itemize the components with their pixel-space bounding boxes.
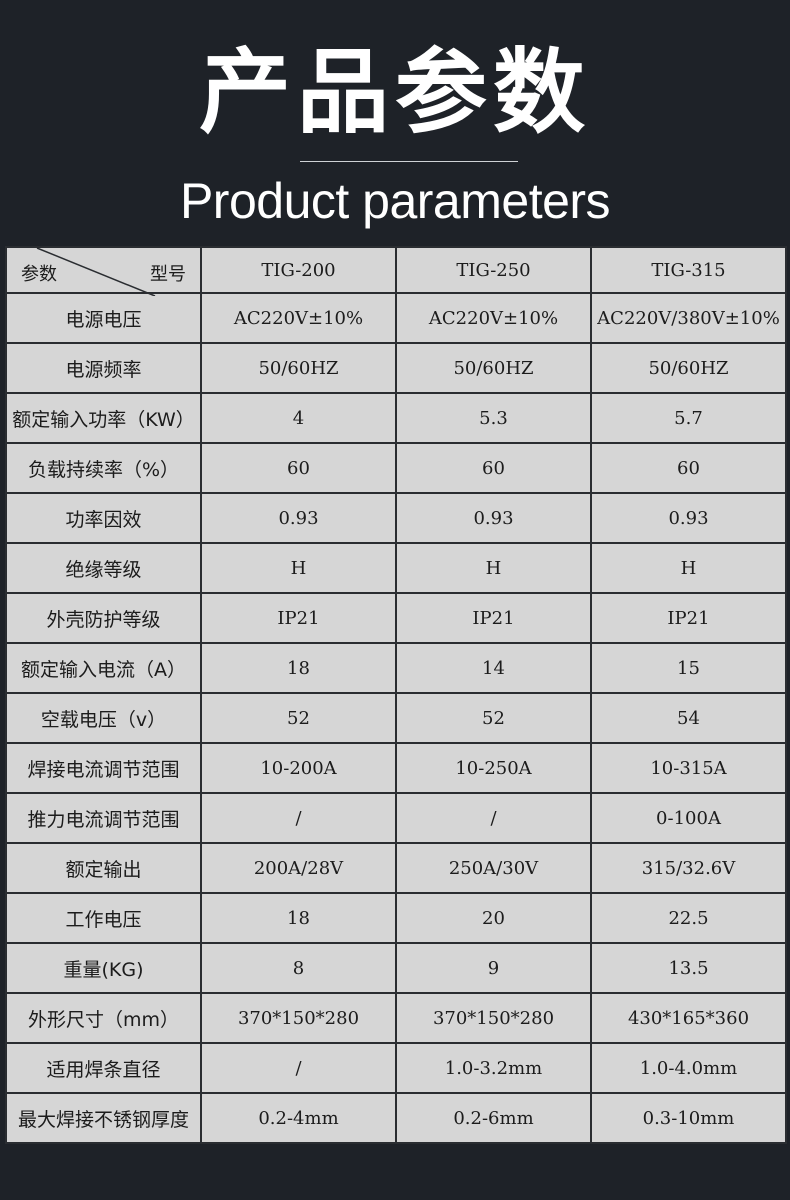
param-value: H bbox=[590, 542, 787, 594]
param-value: 52 bbox=[395, 692, 592, 744]
param-value: 5.3 bbox=[395, 392, 592, 444]
param-value: 1.0-3.2mm bbox=[395, 1042, 592, 1094]
param-value: 8 bbox=[200, 942, 397, 994]
table-row: 外壳防护等级 IP21 IP21 IP21 bbox=[5, 592, 787, 644]
param-value: 315/32.6V bbox=[590, 842, 787, 894]
table-row: 重量(KG) 8 9 13.5 bbox=[5, 942, 787, 994]
param-label: 电源电压 bbox=[5, 292, 202, 344]
param-value: 10-200A bbox=[200, 742, 397, 794]
param-value: 50/60HZ bbox=[590, 342, 787, 394]
param-value: 52 bbox=[200, 692, 397, 744]
param-value: H bbox=[395, 542, 592, 594]
param-label: 焊接电流调节范围 bbox=[5, 742, 202, 794]
corner-cell: 参数 型号 bbox=[5, 246, 202, 296]
param-label: 空载电压（v） bbox=[5, 692, 202, 744]
param-value: 250A/30V bbox=[395, 842, 592, 894]
param-value: 5.7 bbox=[590, 392, 787, 444]
param-value: 18 bbox=[200, 642, 397, 694]
model-header: TIG-315 bbox=[590, 246, 787, 294]
param-value: 13.5 bbox=[590, 942, 787, 994]
param-value: 1.0-4.0mm bbox=[590, 1042, 787, 1094]
table-row: 功率因效 0.93 0.93 0.93 bbox=[5, 492, 787, 544]
corner-param-label: 参数 bbox=[21, 264, 57, 285]
param-label: 功率因效 bbox=[5, 492, 202, 544]
param-value: 0.93 bbox=[395, 492, 592, 544]
table-row: 额定输出 200A/28V 250A/30V 315/32.6V bbox=[5, 842, 787, 894]
table-row: 工作电压 18 20 22.5 bbox=[5, 892, 787, 944]
param-label: 适用焊条直径 bbox=[5, 1042, 202, 1094]
param-value: IP21 bbox=[395, 592, 592, 644]
parameters-table: 参数 型号 TIG-200 TIG-250 TIG-315 电源电压 AC220V… bbox=[5, 246, 787, 1144]
model-header: TIG-250 bbox=[395, 246, 592, 294]
param-value: 0-100A bbox=[590, 792, 787, 844]
param-label: 额定输入功率（KW） bbox=[5, 392, 202, 444]
table-row: 额定输入功率（KW） 4 5.3 5.7 bbox=[5, 392, 787, 444]
param-value: 20 bbox=[395, 892, 592, 944]
param-label: 电源频率 bbox=[5, 342, 202, 394]
param-value: 0.3-10mm bbox=[590, 1092, 787, 1144]
param-label: 外形尺寸（mm） bbox=[5, 992, 202, 1044]
param-value: 0.2-4mm bbox=[200, 1092, 397, 1144]
table-row: 额定输入电流（A） 18 14 15 bbox=[5, 642, 787, 694]
param-value: 370*150*280 bbox=[395, 992, 592, 1044]
param-value: 14 bbox=[395, 642, 592, 694]
param-value: 50/60HZ bbox=[395, 342, 592, 394]
param-value: 370*150*280 bbox=[200, 992, 397, 1044]
param-value: 4 bbox=[200, 392, 397, 444]
param-value: 0.2-6mm bbox=[395, 1092, 592, 1144]
param-label: 外壳防护等级 bbox=[5, 592, 202, 644]
param-value: / bbox=[200, 1042, 397, 1094]
param-value: 60 bbox=[590, 442, 787, 494]
param-value: 10-250A bbox=[395, 742, 592, 794]
param-value: 22.5 bbox=[590, 892, 787, 944]
param-value: 200A/28V bbox=[200, 842, 397, 894]
title-divider bbox=[300, 161, 518, 162]
param-value: 54 bbox=[590, 692, 787, 744]
model-header: TIG-200 bbox=[200, 246, 397, 294]
param-value: 0.93 bbox=[590, 492, 787, 544]
param-value: AC220V±10% bbox=[395, 292, 592, 344]
param-value: 15 bbox=[590, 642, 787, 694]
param-value: 60 bbox=[200, 442, 397, 494]
page-title-english: Product parameters bbox=[179, 173, 611, 229]
param-value: H bbox=[200, 542, 397, 594]
diagonal-divider bbox=[36, 248, 156, 296]
param-value: AC220V±10% bbox=[200, 292, 397, 344]
param-value: / bbox=[395, 792, 592, 844]
param-label: 最大焊接不锈钢厚度 bbox=[5, 1092, 202, 1144]
table-row: 焊接电流调节范围 10-200A 10-250A 10-315A bbox=[5, 742, 787, 794]
table-row: 电源频率 50/60HZ 50/60HZ 50/60HZ bbox=[5, 342, 787, 394]
table-row: 最大焊接不锈钢厚度 0.2-4mm 0.2-6mm 0.3-10mm bbox=[5, 1092, 787, 1144]
param-value: IP21 bbox=[590, 592, 787, 644]
table-row: 外形尺寸（mm） 370*150*280 370*150*280 430*165*36… bbox=[5, 992, 787, 1044]
param-label: 绝缘等级 bbox=[5, 542, 202, 594]
param-value: 430*165*360 bbox=[590, 992, 787, 1044]
table-row: 空载电压（v） 52 52 54 bbox=[5, 692, 787, 744]
param-value: 10-315A bbox=[590, 742, 787, 794]
table-row: 适用焊条直径/1.0-3.2mm 1.0-4.0mm bbox=[5, 1042, 787, 1094]
param-label: 推力电流调节范围 bbox=[5, 792, 202, 844]
page-title-chinese: 产品参数 bbox=[198, 39, 591, 146]
param-label: 额定输入电流（A） bbox=[5, 642, 202, 694]
table-row: 绝缘等级 H H H bbox=[5, 542, 787, 594]
param-label: 工作电压 bbox=[5, 892, 202, 944]
param-value: 9 bbox=[395, 942, 592, 994]
table-row: 电源电压 AC220V±10% AC220V±10% AC220V/380V±10% bbox=[5, 292, 787, 344]
param-value: 50/60HZ bbox=[200, 342, 397, 394]
table-row: 推力电流调节范围 //0-100A bbox=[5, 792, 787, 844]
param-value: 0.93 bbox=[200, 492, 397, 544]
param-value: 18 bbox=[200, 892, 397, 944]
corner-model-label: 型号 bbox=[150, 264, 186, 285]
param-label: 负载持续率（%） bbox=[5, 442, 202, 494]
param-value: / bbox=[200, 792, 397, 844]
table-header-row: 参数 型号 TIG-200 TIG-250 TIG-315 bbox=[5, 246, 787, 296]
param-label: 额定输出 bbox=[5, 842, 202, 894]
table-row: 负载持续率（%） 60 60 60 bbox=[5, 442, 787, 494]
param-value: AC220V/380V±10% bbox=[590, 292, 787, 344]
param-value: 60 bbox=[395, 442, 592, 494]
param-label: 重量(KG) bbox=[5, 942, 202, 994]
param-value: IP21 bbox=[200, 592, 397, 644]
